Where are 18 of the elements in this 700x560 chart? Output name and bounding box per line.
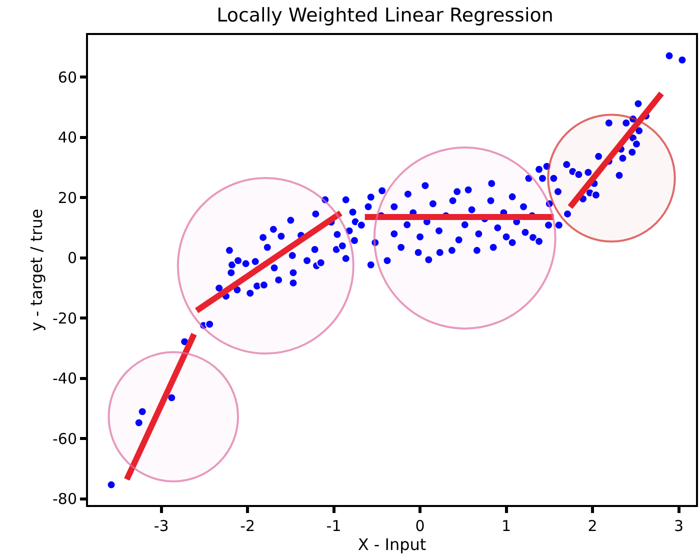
x-tick-label: -2 (240, 517, 256, 535)
y-axis-title: y - target / true (26, 208, 46, 332)
y-tick-label: -40 (52, 370, 77, 388)
x-tick-label: -3 (154, 517, 169, 535)
x-axis-title: X - Input (358, 535, 426, 554)
y-tick-label: 20 (58, 188, 77, 207)
x-tick-label: 1 (501, 517, 512, 535)
y-tick-label: 0 (67, 249, 77, 268)
x-tick-label: 0 (415, 517, 425, 535)
y-tick-label: -20 (52, 309, 77, 328)
y-tick-label: 40 (58, 128, 77, 147)
x-tick-label: 3 (674, 517, 684, 535)
chart-title: Locally Weighted Linear Regression (216, 4, 554, 27)
x-tick-label: 2 (588, 517, 598, 535)
y-tick-label: -60 (52, 430, 77, 448)
x-tick-label: -1 (326, 517, 342, 535)
y-tick-label: 60 (58, 68, 77, 86)
y-tick-label: -80 (52, 490, 77, 508)
